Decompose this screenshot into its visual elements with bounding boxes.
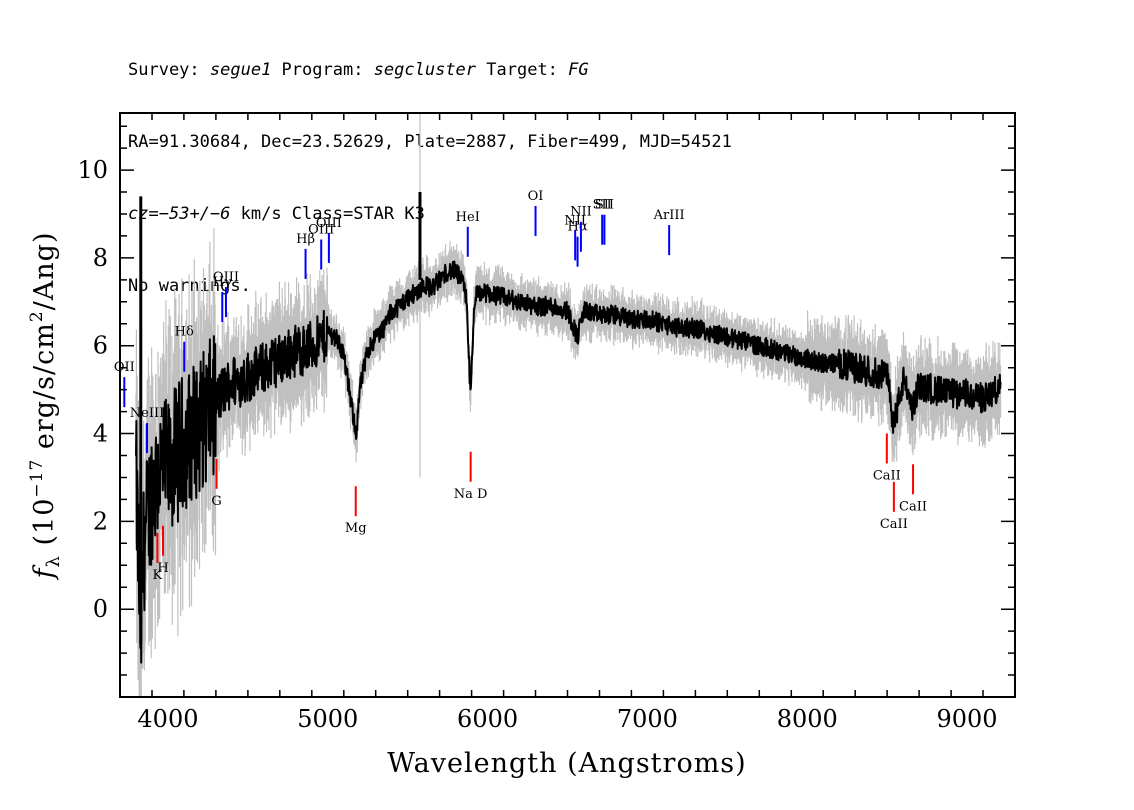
emission-line-label: OIII xyxy=(213,270,239,285)
flux-series xyxy=(135,192,1002,664)
emission-line-label: OIII xyxy=(308,222,334,237)
x-tick-label: 5000 xyxy=(297,705,358,733)
emission-line-label: OI xyxy=(528,189,544,204)
emission-line-label: Hβ xyxy=(296,232,315,247)
y-tick-label: 4 xyxy=(93,420,108,448)
emission-line-label: SII xyxy=(595,198,614,213)
emission-line-label: HeI xyxy=(456,210,480,225)
x-tick-label: 7000 xyxy=(617,705,678,733)
absorption-line-label: Na D xyxy=(454,487,488,502)
header-line-survey: Survey: segue1 Program: segcluster Targe… xyxy=(128,60,589,80)
y-tick-label: 6 xyxy=(93,332,108,360)
y-axis-label: fλ (10−17 erg/s/cm2/Ang) xyxy=(27,232,64,581)
absorption-line-label: CaII xyxy=(880,517,908,532)
y-tick-label: 2 xyxy=(93,507,108,535)
flux-line xyxy=(135,260,1002,664)
svg-text:fλ (10−17 erg/s/cm2/Ang): fλ (10−17 erg/s/cm2/Ang) xyxy=(27,232,64,581)
absorption-line-label: K xyxy=(153,568,163,583)
x-tick-label: 8000 xyxy=(777,705,838,733)
emission-line-label: NII xyxy=(570,205,592,220)
absorption-line-label: CaII xyxy=(899,499,927,514)
emission-line-label: Hδ xyxy=(175,325,194,340)
y-tick-label: 10 xyxy=(77,156,108,184)
target-name: FG xyxy=(568,60,589,80)
x-tick-label: 9000 xyxy=(937,705,998,733)
x-axis-label: Wavelength (Angstroms) xyxy=(387,748,746,779)
absorption-line-label: CaII xyxy=(873,468,901,483)
axis-ticks xyxy=(119,113,1016,698)
emission-line-label: ArIII xyxy=(653,208,685,223)
x-tick-label: 4000 xyxy=(137,705,198,733)
emission-line-label: Hα xyxy=(568,220,588,235)
header-line-coords: RA=91.30684, Dec=23.52629, Plate=2887, F… xyxy=(128,132,732,152)
survey-name: segue1 xyxy=(209,60,272,80)
absorption-line-label: H xyxy=(157,561,168,576)
spectrum-header: Survey: segue1 Program: segcluster Targe… xyxy=(128,10,732,322)
y-tick-label: 8 xyxy=(93,244,108,272)
absorption-line-label: G xyxy=(211,494,221,509)
tick-marks xyxy=(119,113,1016,698)
y-tick-label: 0 xyxy=(93,595,108,623)
program-name: segcluster xyxy=(373,60,477,80)
absorption-line-label: Mg xyxy=(345,521,367,536)
emission-line-label: Hγ xyxy=(213,275,232,290)
x-tick-label: 6000 xyxy=(457,705,518,733)
emission-line-label: NeIII xyxy=(130,406,164,421)
emission-line-label: OIII xyxy=(316,216,342,231)
emission-line-label: SII xyxy=(593,198,612,213)
error-band xyxy=(135,113,1002,697)
axis-tick-labels: 4000 5000 6000 7000 8000 9000 0 2 4 6 8 10 xyxy=(77,156,997,733)
